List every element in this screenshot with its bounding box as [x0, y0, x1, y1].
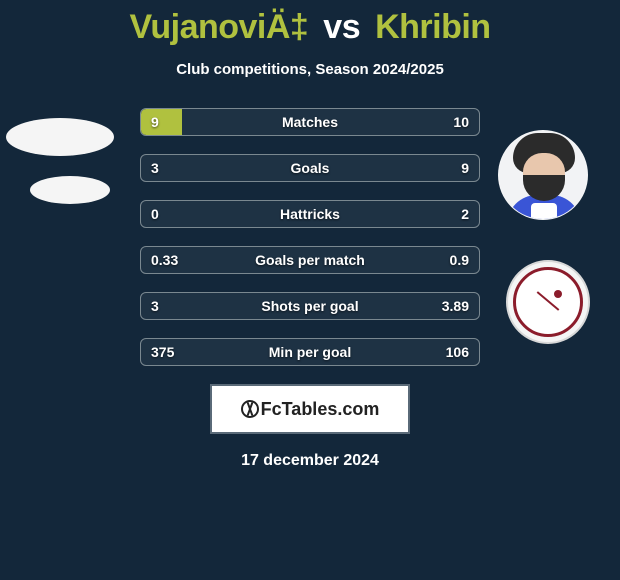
comparison-title: VujanoviÄ‡ vs Khribin	[0, 0, 620, 47]
player1-club-placeholder	[30, 176, 110, 204]
stat-label: Goals per match	[141, 247, 479, 273]
stat-row: 02Hattricks	[140, 200, 480, 228]
player2-name: Khribin	[375, 8, 490, 46]
brand-logo: FcTables.com	[241, 399, 380, 420]
stat-label: Goals	[141, 155, 479, 181]
player1-photo-placeholder	[6, 118, 114, 156]
player2-club-crest	[506, 260, 590, 344]
vs-label: vs	[323, 8, 360, 46]
stat-row: 39Goals	[140, 154, 480, 182]
stat-label: Matches	[141, 109, 479, 135]
player2-photo	[498, 130, 588, 220]
subtitle: Club competitions, Season 2024/2025	[0, 61, 620, 78]
stat-label: Hattricks	[141, 201, 479, 227]
club-crest-graphic	[513, 267, 583, 337]
player2-face-graphic	[499, 131, 587, 219]
player1-name: VujanoviÄ‡	[129, 8, 308, 46]
football-icon	[241, 400, 259, 418]
stat-row: 0.330.9Goals per match	[140, 246, 480, 274]
stat-label: Shots per goal	[141, 293, 479, 319]
page-date: 17 december 2024	[0, 452, 620, 470]
stat-label: Min per goal	[141, 339, 479, 365]
stat-row: 910Matches	[140, 108, 480, 136]
brand-box: FcTables.com	[210, 384, 410, 434]
stat-row: 33.89Shots per goal	[140, 292, 480, 320]
brand-text: FcTables.com	[261, 399, 380, 420]
stat-row: 375106Min per goal	[140, 338, 480, 366]
